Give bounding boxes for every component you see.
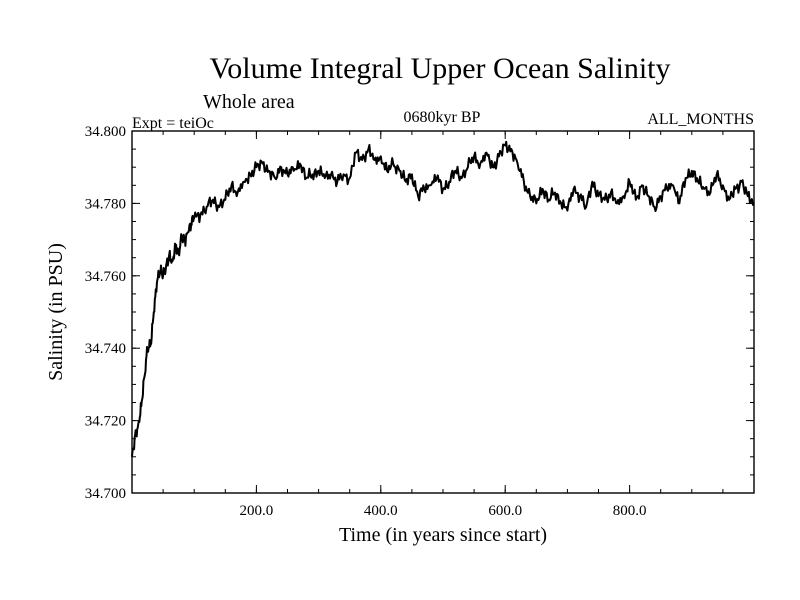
y-tick-label: 34.740 xyxy=(85,341,126,357)
y-axis-label: Salinity (in PSU) xyxy=(45,243,67,381)
x-axis-label: Time (in years since start) xyxy=(339,524,547,546)
axis-ticks xyxy=(132,130,754,494)
chart-subtitle: Whole area xyxy=(203,91,295,113)
y-tick-label: 34.760 xyxy=(85,269,126,285)
x-tick-label: 800.0 xyxy=(613,503,647,519)
period-label: 0680kyr BP xyxy=(404,109,481,126)
months-label: ALL_MONTHS xyxy=(647,111,754,128)
salinity-series-line xyxy=(131,140,755,457)
x-tick-label: 400.0 xyxy=(364,503,398,519)
plot-frame xyxy=(131,130,755,494)
x-tick-label: 600.0 xyxy=(488,503,522,519)
x-tick-label: 200.0 xyxy=(240,503,274,519)
y-tick-label: 34.780 xyxy=(85,196,126,212)
y-tick-label: 34.800 xyxy=(85,124,126,140)
experiment-label: Expt = teiOc xyxy=(132,115,214,132)
y-tick-label: 34.720 xyxy=(85,414,126,430)
tick-labels: 200.0 400.0 600.0 800.0 34.700 34.720 34.740 34… xyxy=(85,124,647,519)
chart-title: Volume Integral Upper Ocean Salinity xyxy=(210,52,671,85)
y-tick-label: 34.700 xyxy=(85,486,126,502)
